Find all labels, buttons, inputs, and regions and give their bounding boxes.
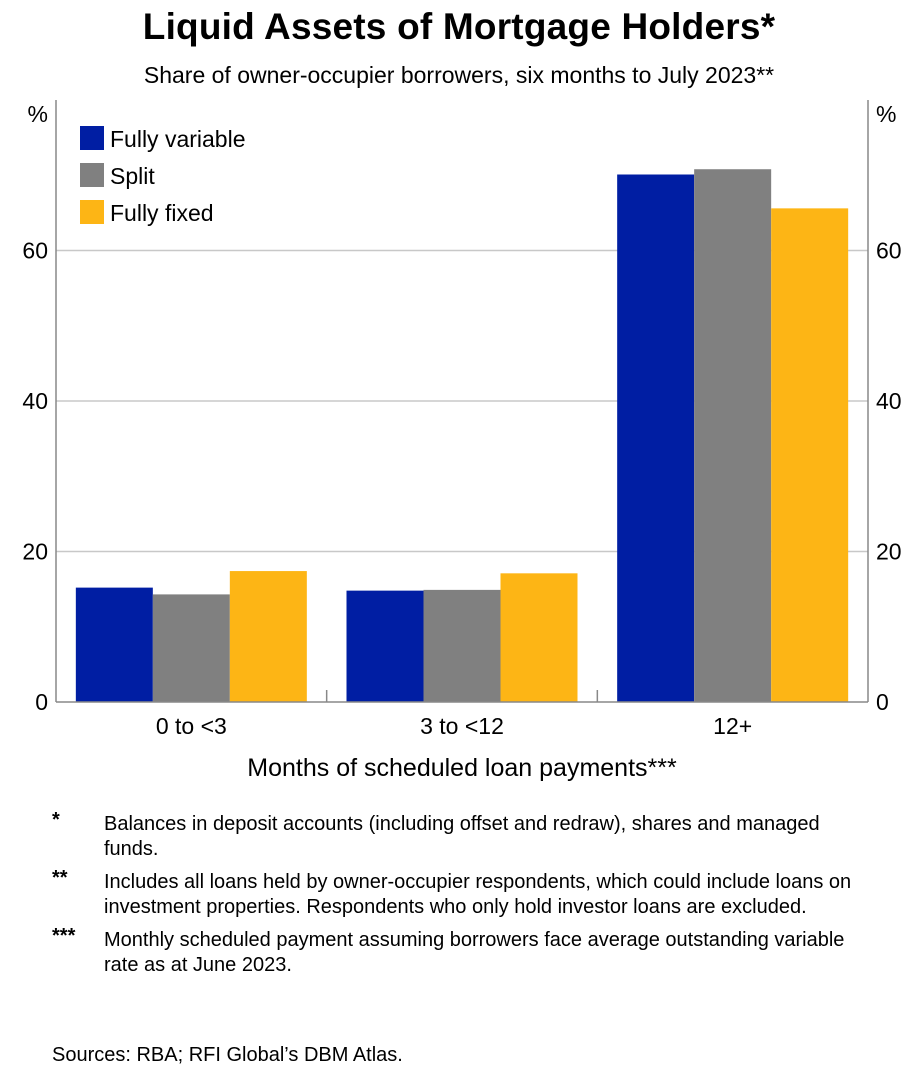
y-tick-label-right: 40 [876,388,902,414]
legend-swatch [80,126,104,150]
footnote: *** Monthly scheduled payment assuming b… [52,925,872,978]
bar [423,589,501,702]
x-axis-label: Months of scheduled loan payments*** [247,754,677,782]
footnote: * Balances in deposit accounts (includin… [52,809,872,862]
legend-label: Split [110,163,155,189]
bar [617,174,695,702]
footnote-mark: * [52,809,60,831]
y-tick-label-right: 0 [876,689,889,715]
y-unit-label-right: % [876,101,896,127]
sources-note: Sources: RBA; RFI Global’s DBM Atlas. [52,1044,403,1066]
x-tick-label: 3 to <12 [420,713,504,739]
footnote-mark: ** [52,867,68,889]
legend-swatch [80,163,104,187]
y-tick-label-right: 60 [876,238,902,264]
chart-subtitle: Share of owner-occupier borrowers, six m… [143,62,775,88]
footnote-text: Includes all loans held by owner-occupie… [104,871,852,918]
bar [500,573,578,702]
legend-label: Fully fixed [110,200,214,226]
y-unit-label-left: % [28,101,48,127]
bar [75,587,153,702]
footnotes: * Balances in deposit accounts (includin… [52,809,872,986]
bar [229,571,307,702]
footnote: ** Includes all loans held by owner-occu… [52,867,872,920]
y-tick-label-left: 0 [35,689,48,715]
chart-title: Liquid Assets of Mortgage Holders* [142,6,776,47]
footnote-mark: *** [52,925,76,947]
legend-label: Fully variable [110,126,246,152]
legend-swatch [80,200,104,224]
bar [694,169,772,703]
x-tick-label: 0 to <3 [156,713,227,739]
bar-chart: 0 to <3 3 to <12 12+ 0 0 20 20 40 40 60 60% % Months… [22,100,902,782]
bar [346,590,424,702]
bar [771,208,849,703]
y-tick-label-left: 60 [22,238,48,264]
footnote-text: Monthly scheduled payment assuming borro… [104,929,845,976]
x-tick-label: 12+ [713,713,752,739]
y-tick-label-left: 20 [22,539,48,565]
y-tick-label-left: 40 [22,388,48,414]
bar [152,594,230,702]
footnote-text: Balances in deposit accounts (including … [104,813,820,860]
y-tick-label-right: 20 [876,539,902,565]
